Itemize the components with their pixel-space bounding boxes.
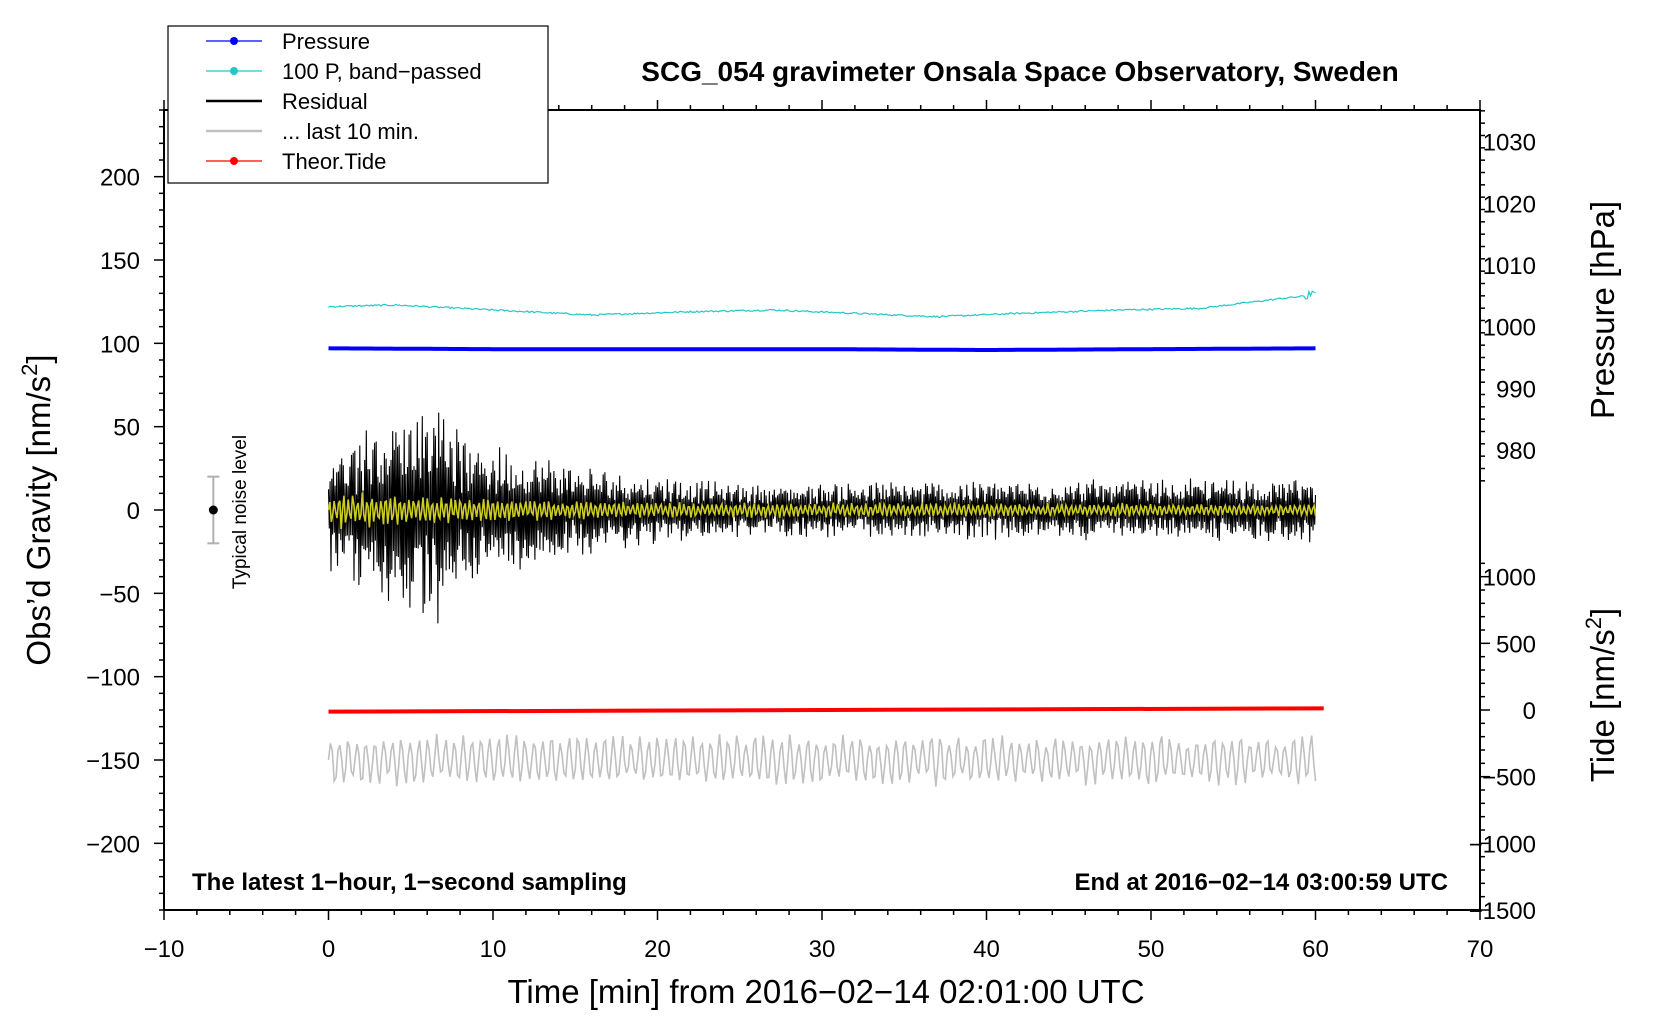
y-tick-label: 200 — [100, 165, 140, 192]
tide-axis-title: Tide [nm/s2] — [1581, 608, 1621, 782]
y-tick-label: 150 — [100, 248, 140, 275]
tide-tick-label: 0 — [1523, 698, 1536, 725]
x-axis: −10 0 10 20 30 40 50 60 70 — [144, 100, 1494, 963]
tide-tick-label: −500 — [1482, 765, 1536, 792]
series-layer — [327, 289, 1324, 787]
band-passed-pressure-line — [328, 289, 1316, 319]
y-tick-label: −150 — [86, 748, 140, 775]
legend-entry: 100 P, band−passed — [206, 59, 482, 84]
x-tick-label: 30 — [809, 936, 836, 963]
x-tick-label: 20 — [644, 936, 671, 963]
legend-label: 100 P, band−passed — [282, 59, 482, 84]
x-tick-label: 0 — [322, 936, 335, 963]
x-tick-label: 10 — [480, 936, 507, 963]
residual-filtered-line — [327, 492, 1317, 529]
tide-tick-label: 1000 — [1483, 565, 1536, 592]
left-y-axis-title: Obs’d Gravity [nm/s2] — [17, 354, 57, 665]
left-y-axis-title-end: ] — [20, 354, 57, 363]
y-tick-label: −50 — [99, 581, 140, 608]
legend-marker — [230, 67, 238, 75]
tide-tick-label: 500 — [1496, 631, 1536, 658]
sampling-note: The latest 1−hour, 1−second sampling — [192, 869, 627, 896]
tide-axis-title-end: ] — [1584, 608, 1621, 617]
left-y-axis-title-sup: 2 — [17, 364, 42, 376]
legend-entry: Residual — [206, 89, 368, 114]
residual-line — [327, 412, 1317, 624]
pressure-tick-label: 1010 — [1483, 253, 1536, 280]
tide-tick-label: −1000 — [1469, 831, 1536, 858]
x-tick-label: 70 — [1467, 936, 1494, 963]
noise-level-indicator — [207, 475, 220, 545]
legend-entry: Theor.Tide — [206, 149, 386, 174]
pressure-tick-label: 980 — [1496, 438, 1536, 465]
legend-label: Theor.Tide — [282, 149, 386, 174]
legend-entry: Pressure — [206, 29, 370, 54]
legend-marker — [230, 37, 238, 45]
x-tick-label: 60 — [1302, 936, 1329, 963]
x-axis-title: Time [min] from 2016−02−14 02:01:00 UTC — [507, 973, 1144, 1010]
pressure-tick-label: 1030 — [1483, 130, 1536, 157]
y-tick-label: −200 — [86, 831, 140, 858]
legend-marker — [230, 157, 238, 165]
pressure-tick-label: 1000 — [1483, 315, 1536, 342]
theor-tide-line — [328, 706, 1324, 714]
noise-bar-dot — [208, 505, 218, 515]
end-time-note: End at 2016−02−14 03:00:59 UTC — [1074, 869, 1448, 896]
left-y-axis: 200 150 100 50 0 −50 −100 −150 −200 — [86, 109, 164, 911]
pressure-axis-title: Pressure [hPa] — [1584, 201, 1621, 419]
left-y-axis-title-main: Obs’d Gravity [nm/s — [20, 376, 57, 666]
last-10-min-line — [327, 733, 1317, 787]
x-tick-label: 50 — [1138, 936, 1165, 963]
noise-level-label: Typical noise level — [230, 435, 251, 589]
y-tick-label: 100 — [100, 331, 140, 358]
legend-label: ... last 10 min. — [282, 119, 419, 144]
y-tick-label: 50 — [113, 415, 140, 442]
legend-box — [167, 25, 549, 184]
pressure-line — [328, 346, 1316, 352]
tide-tick-label: −1500 — [1469, 898, 1536, 925]
x-tick-label: −10 — [144, 936, 185, 963]
legend: Pressure 100 P, band−passed Residual ... la… — [167, 25, 549, 184]
pressure-axis: 1030 1020 1010 1000 990 980 — [1480, 110, 1536, 482]
legend-entry: ... last 10 min. — [206, 119, 419, 144]
y-tick-label: −100 — [86, 665, 140, 692]
legend-label: Residual — [282, 89, 368, 114]
tide-axis-title-sup: 2 — [1581, 617, 1606, 629]
y-tick-label: 0 — [127, 498, 140, 525]
pressure-tick-label: 1020 — [1483, 191, 1536, 218]
x-tick-label: 40 — [973, 936, 1000, 963]
tide-axis-title-main: Tide [nm/s — [1584, 629, 1621, 782]
tide-axis: 1000 500 0 −500 −1000 −1500 — [1469, 562, 1536, 925]
pressure-tick-label: 990 — [1496, 376, 1536, 403]
legend-label: Pressure — [282, 29, 370, 54]
chart-title: SCG_054 gravimeter Onsala Space Observat… — [641, 56, 1398, 87]
